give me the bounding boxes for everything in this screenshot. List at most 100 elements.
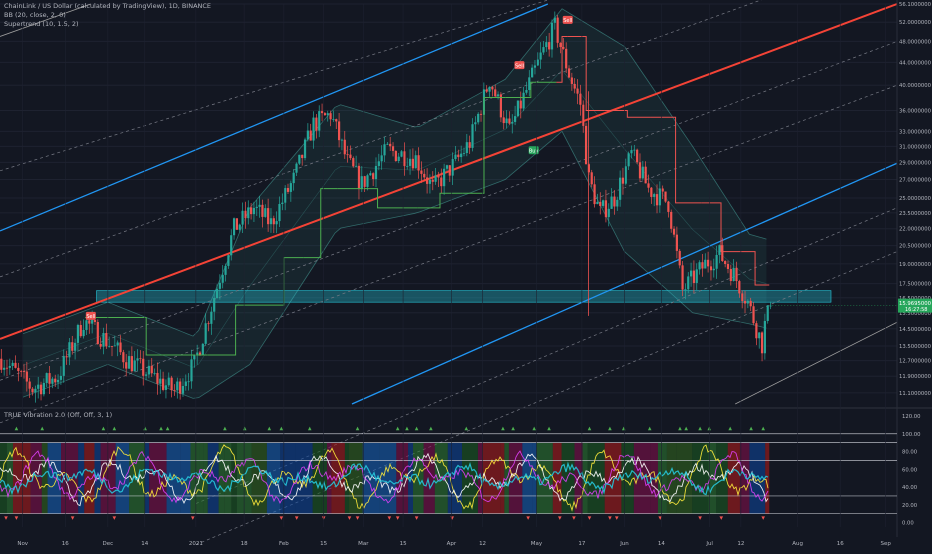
oscillator-up-marker [464,426,469,431]
candle-body [275,221,278,225]
candle-body [79,324,82,337]
candle-body [312,117,315,141]
candle-body [494,89,497,97]
oscillator-band [6,442,13,514]
candle-body [610,196,613,209]
oscillator-band [149,442,167,514]
sell-signal [562,15,573,24]
candle-body [318,111,321,131]
candle-body [738,281,741,294]
candle-body [28,381,31,389]
oscillator-series-trend [0,461,769,496]
candle-body [383,144,386,156]
candle-body [519,100,522,109]
candle-body [576,88,579,94]
candle-body [440,177,443,187]
bb-label: BB (20, close, 2, 0) [4,11,66,19]
candle-body [108,345,111,347]
oscillator-up-marker [608,426,612,431]
candle-body [400,151,403,157]
candle-body [71,342,74,351]
candle-body [760,332,764,354]
candle-body [187,381,190,383]
candle-body [369,173,372,176]
candle-body [82,329,85,337]
candle-body [411,158,414,169]
oscillator-up-marker [678,426,682,431]
oscillator-band [552,442,562,514]
oscillator-up-marker [165,426,170,431]
candle-body [454,154,457,160]
current-price-label: 15.9695000 [899,301,932,307]
oscillator-up-marker [307,426,312,431]
oscillator-up-marker [501,426,505,431]
candle-body [550,22,554,50]
candle-body [584,125,588,165]
supertrend-line [740,251,770,286]
oscillator-up-marker [101,426,106,431]
candle-body [59,375,63,380]
candle-body [51,378,54,384]
oscillator-series-slow [0,450,769,504]
candle-body [443,168,446,187]
candle-body [0,358,3,370]
candle-body [689,270,693,277]
candle-body [505,118,508,124]
price-tick-label: 11.9000000 [899,374,932,380]
candle-body [39,384,43,395]
price-tick-label: 14.5000000 [899,327,932,333]
candle-body [17,367,20,372]
oscillator-band [727,442,740,514]
price-tick-label: 44.0000000 [899,60,932,66]
oscillator-up-marker [684,426,688,431]
candle-body [667,201,670,212]
oscillator-down-marker [698,516,702,520]
oscillator-band [78,442,85,514]
candle-body [349,154,352,159]
time-tick-label: 15 [320,541,327,547]
candle-body [545,42,548,48]
candle-body [139,358,142,360]
legend-symbol[interactable]: ChainLink / US Dollar (calculated by Tra… [4,2,213,11]
oscillator-band [582,442,588,514]
candle-body [655,194,659,206]
candle-body [159,378,162,384]
candle-body [511,121,514,124]
oscillator-band [666,442,677,514]
candle-body [630,150,633,154]
price-tick-label: 13.5000000 [899,344,932,350]
candle-body [468,142,471,148]
candle-body [102,333,105,347]
oscillator-band [321,442,328,514]
candle-body [553,17,556,23]
candle-body [715,254,718,269]
legend-bb[interactable]: BB (20, close, 2, 0) [4,11,68,20]
candle-body [184,381,187,386]
oscillator-band [657,442,667,514]
legend-oscillator[interactable]: TRUE Vibration 2.0 (Off, Off, 3, 1) [4,411,114,420]
oscillator-up-marker [395,426,400,431]
oscillator-band [224,442,232,514]
candle-body [210,311,213,324]
oscillator-band [327,442,332,514]
oscillator-down-marker [70,516,75,520]
oscillator-tick-label: 0.00 [902,521,914,527]
oscillator-band [423,442,435,514]
time-tick-label: 15 [400,541,407,547]
oscillator-up-marker [707,426,712,431]
oscillator-up-marker [267,426,272,431]
oscillator-down-marker [294,516,299,520]
time-tick-label: Sep [880,541,891,547]
candle-body [179,381,182,394]
candle-body [616,199,619,207]
time-tick-label: 12 [737,541,744,547]
candle-body [508,118,511,124]
candle-body [596,201,599,205]
candle-body [320,111,324,114]
supertrend-line [85,316,208,356]
legend-supertrend[interactable]: Supertrend (10, 1.5, 2) [4,20,81,29]
oscillator-band [344,442,349,514]
candle-body [698,262,701,270]
